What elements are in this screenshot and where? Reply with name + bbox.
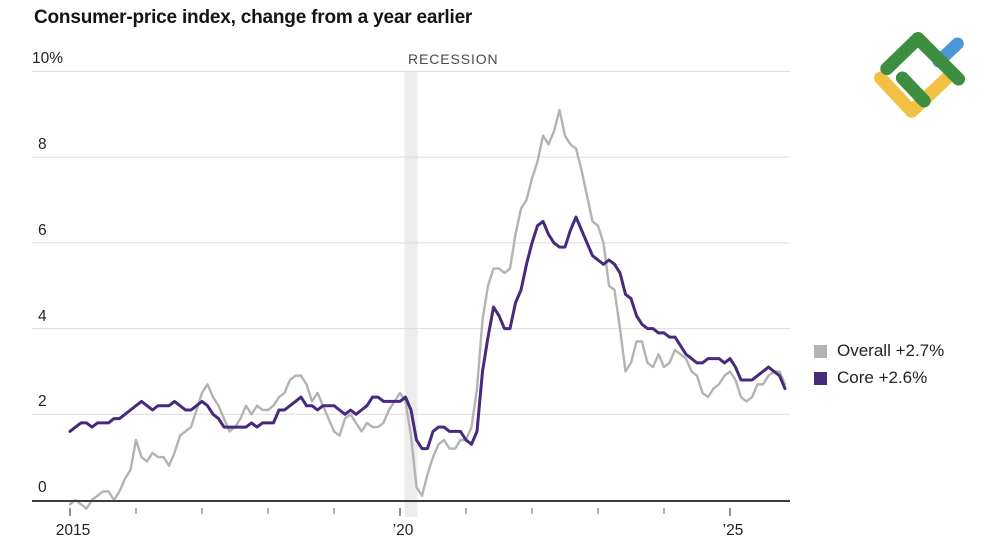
logo-green-chevron [880, 31, 966, 86]
x-tick-label-2025: ’25 [722, 522, 744, 539]
y-tick-label-10: 10% [32, 50, 64, 67]
overall-legend-swatch [814, 344, 827, 358]
logo-yellow-check [874, 70, 955, 118]
legend-item-overall: Overall +2.7% [814, 341, 944, 361]
litefinance-logo [874, 31, 966, 118]
y-tick-label-4: 4 [38, 308, 47, 325]
y-tick-label-2: 2 [38, 393, 47, 410]
overall-legend-label: Overall +2.7% [837, 341, 945, 360]
recession-annotation: RECESSION [408, 51, 499, 67]
chart-title: Consumer-price index, change from a year… [34, 7, 473, 28]
y-tick-label-0: 0 [38, 479, 47, 496]
x-tick-label-2020: ’20 [392, 522, 414, 539]
series-line-core [68, 215, 787, 451]
core-legend-label: Core +2.6% [837, 368, 928, 387]
legend-item-core: Core +2.6% [814, 368, 944, 388]
x-tick-label-2015: 2015 [55, 522, 91, 539]
series-line-overall [68, 108, 787, 510]
chart-legend: Overall +2.7% Core +2.6% [814, 341, 944, 395]
core-legend-swatch [814, 371, 827, 385]
recession-band [404, 71, 418, 517]
y-tick-label-6: 6 [38, 222, 47, 239]
y-tick-label-8: 8 [38, 136, 47, 153]
logo-green-bar [895, 71, 931, 108]
